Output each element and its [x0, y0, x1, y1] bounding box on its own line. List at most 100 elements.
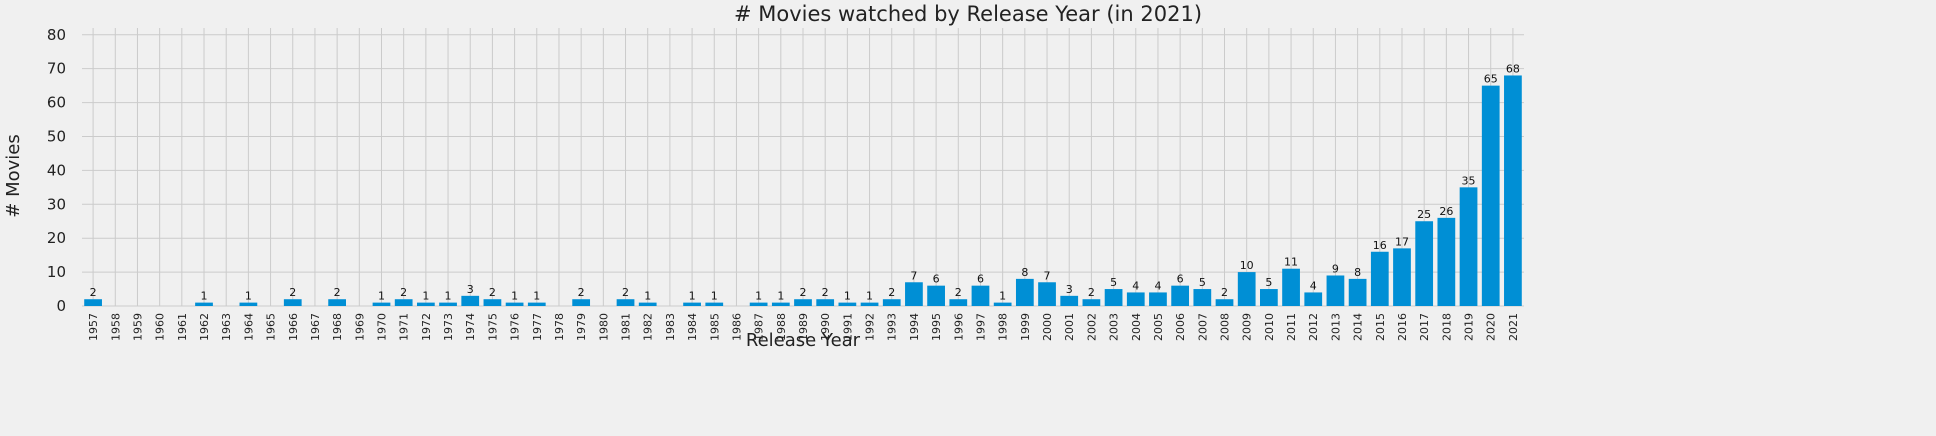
x-tick-label: 1970 [375, 313, 388, 341]
x-tick-label: 2006 [1174, 313, 1187, 341]
x-tick-label: 1977 [531, 313, 544, 341]
bar-value-label: 2 [489, 286, 496, 299]
bar-value-label: 2 [1088, 286, 1095, 299]
y-tick-label: 80 [47, 26, 66, 44]
bar [1193, 289, 1212, 306]
bar-value-label: 11 [1284, 256, 1298, 269]
x-tick-label: 1985 [708, 313, 721, 341]
x-tick-label: 1997 [974, 313, 987, 341]
x-tick-label: 1982 [642, 313, 655, 341]
bar-value-label: 68 [1506, 62, 1520, 75]
bar [1459, 187, 1478, 306]
x-tick-label: 1995 [930, 313, 943, 341]
bar-value-label: 2 [1221, 286, 1228, 299]
bar [572, 299, 591, 306]
bar [993, 302, 1012, 306]
x-tick-label: 2017 [1418, 313, 1431, 341]
bar [1393, 248, 1411, 306]
x-tick-label: 1996 [952, 313, 965, 341]
x-tick-label: 1973 [442, 313, 455, 341]
bar-value-label: 7 [910, 269, 917, 282]
x-tick-label: 1966 [287, 313, 300, 341]
bar [749, 302, 768, 306]
bar [1504, 75, 1522, 307]
x-tick-label: 1957 [87, 313, 100, 341]
bar-value-label: 2 [800, 286, 807, 299]
bar [816, 299, 835, 306]
bar-value-label: 26 [1439, 205, 1453, 218]
x-tick-label: 1960 [154, 313, 167, 341]
x-tick-label: 2005 [1152, 313, 1165, 341]
bar [483, 299, 502, 306]
x-tick-label: 1968 [331, 313, 344, 341]
bar [1104, 289, 1123, 306]
bar [1326, 275, 1345, 306]
bar-value-label: 3 [1066, 283, 1073, 296]
bar-value-label: 2 [888, 286, 895, 299]
bar-value-label: 1 [711, 290, 718, 303]
bar [1215, 299, 1234, 306]
x-tick-label: 1993 [886, 313, 899, 341]
bar [283, 299, 302, 306]
x-tick-label: 2015 [1374, 313, 1387, 341]
bar [1171, 285, 1190, 306]
bar-value-label: 2 [578, 286, 585, 299]
bar-value-label: 5 [1199, 276, 1206, 289]
bar-value-label: 4 [1154, 279, 1161, 292]
x-tick-label: 2001 [1063, 313, 1076, 341]
bar [771, 302, 790, 306]
bar-value-label: 4 [1132, 279, 1139, 292]
bar-value-label: 5 [1265, 276, 1272, 289]
bar-value-label: 1 [844, 290, 851, 303]
bar-value-label: 6 [1177, 273, 1184, 286]
bar [1015, 278, 1034, 306]
x-tick-label: 2002 [1085, 313, 1098, 341]
bar-value-label: 25 [1417, 208, 1431, 221]
y-tick-label: 40 [47, 161, 66, 179]
x-tick-label: 1975 [486, 313, 499, 341]
bar [1415, 221, 1434, 306]
bar [527, 302, 546, 306]
x-tick-label: 2009 [1241, 313, 1254, 341]
bar-value-label: 9 [1332, 262, 1339, 275]
x-tick-label: 2007 [1196, 313, 1209, 341]
x-tick-label: 2021 [1507, 313, 1520, 341]
bar [439, 302, 457, 306]
bar-value-label: 1 [245, 290, 252, 303]
bar [882, 299, 901, 306]
x-tick-label: 1971 [398, 313, 411, 341]
bar [84, 299, 102, 306]
bar [1038, 282, 1056, 306]
bar-value-label: 17 [1395, 235, 1409, 248]
x-tick-label: 1959 [131, 313, 144, 341]
x-axis-label: Release Year [746, 330, 861, 351]
x-tick-label: 2003 [1108, 313, 1121, 341]
x-tick-label: 1978 [553, 313, 566, 341]
y-tick-label: 70 [47, 60, 66, 78]
bar [705, 302, 724, 306]
bar-value-label: 1 [689, 290, 696, 303]
bar-value-label: 6 [977, 273, 984, 286]
x-tick-label: 1967 [309, 313, 322, 341]
x-tick-label: 1962 [198, 313, 211, 341]
bar-value-label: 1 [999, 290, 1006, 303]
x-tick-label: 1958 [109, 313, 122, 341]
bar-value-label: 2 [289, 286, 296, 299]
bar-value-label: 2 [622, 286, 629, 299]
bar-value-label: 4 [1310, 279, 1317, 292]
bar [461, 295, 480, 306]
x-tick-label: 1961 [176, 313, 189, 341]
x-tick-label: 2019 [1463, 313, 1476, 341]
y-tick-label: 30 [47, 195, 66, 213]
x-tick-label: 1986 [730, 313, 743, 341]
bar [372, 302, 391, 306]
bar [1348, 278, 1367, 306]
bar [1437, 217, 1456, 306]
bar [1282, 268, 1300, 306]
bar-value-label: 1 [533, 290, 540, 303]
x-tick-label: 1987 [753, 313, 766, 341]
bar [416, 302, 435, 306]
bar-value-label: 1 [644, 290, 651, 303]
x-tick-label: 1964 [242, 313, 255, 341]
